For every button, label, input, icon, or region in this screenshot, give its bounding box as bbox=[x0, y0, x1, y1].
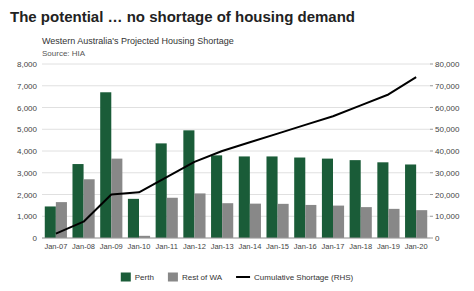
plot bbox=[45, 77, 427, 238]
bar bbox=[416, 210, 427, 238]
y2-tick bbox=[430, 151, 433, 152]
y2-tick-label: 80,000 bbox=[435, 60, 460, 69]
x-tick-label: Jan-08 bbox=[72, 242, 95, 251]
y-tick-label: 1,000 bbox=[17, 212, 38, 221]
bar bbox=[294, 158, 305, 238]
y2-tick-label: 20,000 bbox=[435, 191, 460, 200]
y2-tick bbox=[430, 216, 433, 217]
y-tick-label: 5,000 bbox=[17, 125, 38, 134]
x-tick-label: Jan-18 bbox=[349, 242, 372, 251]
x-tick-label: Jan-17 bbox=[322, 242, 345, 251]
y-tick-label: 7,000 bbox=[17, 82, 38, 91]
y2-tick-label: 50,000 bbox=[435, 125, 460, 134]
y2-tick-label: 60,000 bbox=[435, 104, 460, 113]
y-tick-label: 2,000 bbox=[17, 191, 38, 200]
x-tick-label: Jan-19 bbox=[377, 242, 400, 251]
bar bbox=[183, 130, 194, 238]
bar bbox=[72, 164, 83, 238]
y2-tick bbox=[430, 172, 433, 173]
bar bbox=[250, 204, 261, 238]
x-axis-line bbox=[42, 238, 430, 239]
y2-tick bbox=[430, 194, 433, 195]
bar bbox=[322, 159, 333, 238]
y-tick-label: 3,000 bbox=[17, 169, 38, 178]
bar bbox=[222, 203, 233, 238]
y-tick-label: 0 bbox=[33, 234, 38, 243]
title: The potential … no shortage of housing d… bbox=[10, 8, 355, 25]
bar bbox=[211, 155, 222, 238]
y-tick-label: 4,000 bbox=[17, 147, 38, 156]
y2-tick bbox=[430, 64, 433, 65]
grid-line bbox=[42, 238, 430, 239]
y-tick-label: 6,000 bbox=[17, 104, 38, 113]
x-tick-label: Jan-20 bbox=[405, 242, 428, 251]
x-tick-label: Jan-15 bbox=[266, 242, 289, 251]
y2-tick-label: 40,000 bbox=[435, 147, 460, 156]
grid-line bbox=[42, 64, 430, 65]
y-tick-label: 8,000 bbox=[17, 60, 38, 69]
subtitle: Western Australia's Projected Housing Sh… bbox=[42, 36, 234, 46]
y2-tick-label: 30,000 bbox=[435, 169, 460, 178]
bar bbox=[100, 92, 111, 238]
y2-tick bbox=[430, 238, 433, 239]
x-tick-label: Jan-10 bbox=[128, 242, 151, 251]
bar bbox=[266, 156, 277, 238]
source: Source: HIA bbox=[42, 49, 86, 58]
bar bbox=[377, 162, 388, 238]
bar bbox=[278, 204, 289, 238]
legend-item: Perth bbox=[121, 273, 154, 283]
x-tick-label: Jan-12 bbox=[183, 242, 206, 251]
bar bbox=[239, 156, 250, 238]
x-tick-label: Jan-14 bbox=[238, 242, 261, 251]
bar bbox=[167, 198, 178, 238]
legend-label: Perth bbox=[135, 273, 154, 282]
bar bbox=[405, 164, 416, 238]
legend-item: Rest of WA bbox=[168, 273, 223, 283]
x-tick-label: Jan-09 bbox=[100, 242, 123, 251]
line bbox=[56, 77, 416, 234]
legend-item: Cumulative Shortage (RHS) bbox=[236, 273, 353, 282]
y2-tick bbox=[430, 85, 433, 86]
bar bbox=[350, 160, 361, 238]
grid bbox=[42, 64, 430, 238]
y2-tick-label: 0 bbox=[435, 234, 440, 243]
bar bbox=[361, 207, 372, 238]
x-tick-label: Jan-16 bbox=[294, 242, 317, 251]
y2-tick bbox=[430, 107, 433, 108]
bar bbox=[128, 199, 139, 238]
y2-tick bbox=[430, 129, 433, 130]
legend: Perth Rest of WA Cumulative Shortage (RHS) bbox=[121, 273, 354, 283]
legend-swatch bbox=[236, 276, 250, 278]
x-tick-label: Jan-13 bbox=[211, 242, 234, 251]
legend-swatch bbox=[121, 273, 131, 282]
bar bbox=[194, 193, 205, 238]
bar bbox=[333, 206, 344, 238]
y2-tick-label: 10,000 bbox=[435, 212, 460, 221]
x-tick-label: Jan-11 bbox=[156, 242, 178, 251]
bar bbox=[111, 159, 122, 238]
legend-label: Cumulative Shortage (RHS) bbox=[254, 273, 353, 282]
chart: The potential … no shortage of housing d… bbox=[0, 0, 474, 291]
bar bbox=[84, 179, 95, 238]
y2-tick-label: 70,000 bbox=[435, 82, 460, 91]
bar bbox=[388, 209, 399, 238]
legend-label: Rest of WA bbox=[182, 273, 223, 282]
bar bbox=[45, 206, 56, 238]
legend-swatch bbox=[168, 273, 178, 282]
grid-line bbox=[42, 85, 430, 86]
x-tick-label: Jan-07 bbox=[44, 242, 67, 251]
bar bbox=[305, 205, 316, 238]
bar bbox=[156, 143, 167, 238]
